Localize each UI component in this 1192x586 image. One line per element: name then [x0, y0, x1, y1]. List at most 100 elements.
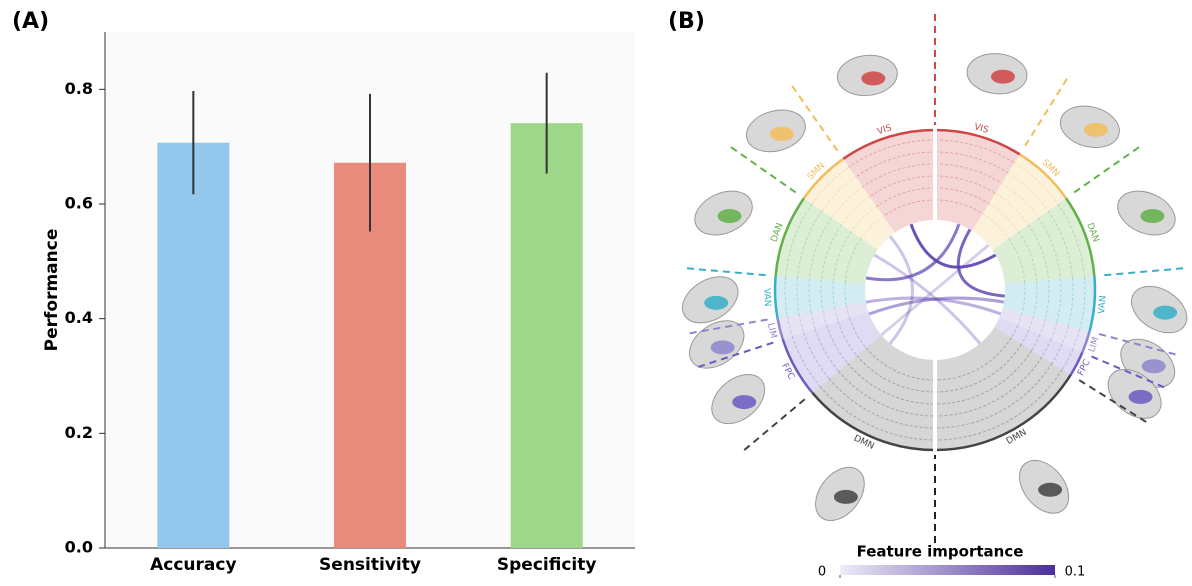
panel-label: (A): [12, 9, 49, 34]
chord: [888, 235, 914, 345]
ring-guide: [1041, 339, 1052, 358]
sector: [999, 308, 1090, 353]
sector: [775, 198, 878, 284]
brain-region: [861, 71, 886, 86]
ring-guide: [988, 203, 1019, 232]
colorbar-tick-label: 0.1: [1065, 565, 1086, 580]
sector-label: VAN: [761, 288, 772, 307]
sector-label: VAN: [1097, 295, 1109, 314]
sector: [992, 198, 1095, 284]
ring-guide: [820, 224, 843, 281]
sector-rim: [1019, 153, 1068, 199]
ring-guide: [828, 378, 936, 429]
colorbar-tick-label: 0: [818, 565, 826, 580]
sector: [972, 154, 1067, 250]
ring-guide: [811, 166, 850, 205]
brain-region: [1140, 209, 1165, 224]
ring-guide: [808, 217, 833, 280]
ring-guide: [808, 278, 812, 312]
ring-guide: [934, 163, 1003, 184]
ring-guide: [797, 210, 823, 279]
ring-guide: [865, 347, 936, 381]
ring-guide: [1028, 316, 1035, 331]
ring-guide: [803, 332, 830, 380]
ring-guide: [1047, 210, 1073, 279]
ring-guide: [796, 277, 800, 315]
colorbar-title: Feature importance: [857, 543, 1024, 561]
y-tick-label: 0.0: [65, 538, 93, 557]
brain-region: [991, 69, 1016, 84]
ring-guide: [820, 280, 824, 310]
ring-guide: [841, 196, 870, 225]
sector-rim: [1069, 352, 1084, 376]
ring-guide: [832, 281, 836, 308]
y-tick-label: 0.6: [65, 194, 93, 213]
brain-region: [710, 340, 735, 355]
ring-guide: [876, 187, 936, 207]
divider: [790, 84, 839, 152]
x-tick-label: Sensitivity: [319, 555, 421, 575]
ring-guide: [1033, 281, 1038, 317]
ring-guide: [847, 362, 936, 405]
divider: [729, 145, 797, 194]
ring-guide: [934, 187, 990, 204]
ring-guide: [1037, 217, 1062, 280]
sector-label: VIS: [973, 122, 990, 136]
ring-guide: [834, 307, 839, 322]
sector-rim: [1081, 331, 1091, 354]
ring-guide: [826, 325, 849, 364]
divider: [688, 318, 768, 335]
ring-guide: [798, 313, 805, 333]
x-tick-label: Specificity: [497, 555, 597, 575]
ring-guide: [934, 343, 1022, 393]
divider: [1073, 145, 1141, 194]
ring-guide: [831, 186, 864, 219]
sector: [935, 327, 1071, 450]
ring-guide: [1008, 238, 1026, 283]
sector-rim: [811, 392, 936, 452]
ring-guide: [845, 305, 850, 318]
ring-guide: [860, 215, 884, 239]
brain-region: [732, 395, 757, 410]
ring-guide: [1061, 348, 1074, 370]
sector-label: LIM: [1087, 336, 1101, 354]
sector-rim: [1088, 275, 1097, 332]
ring-guide: [934, 199, 983, 215]
divider: [1091, 355, 1166, 389]
ring-guide: [837, 321, 858, 356]
brain-region: [1153, 305, 1178, 320]
ring-guide: [1079, 276, 1086, 329]
bar: [157, 142, 230, 549]
ring-guide: [1056, 278, 1062, 323]
sector: [812, 334, 935, 450]
chord: [865, 223, 961, 282]
ring-guide: [1057, 203, 1085, 277]
sector: [782, 311, 882, 393]
ring-guide: [934, 139, 1015, 164]
divider: [742, 398, 806, 452]
chord: [873, 253, 982, 345]
x-tick-label: Accuracy: [150, 555, 236, 575]
divider: [696, 341, 774, 369]
ring-guide: [819, 386, 936, 441]
sector-rim: [781, 339, 814, 394]
ring-guide: [1018, 231, 1038, 282]
ring-guide: [844, 238, 862, 283]
divider: [1024, 77, 1069, 147]
ring-guide: [785, 203, 813, 277]
brain-region: [1141, 359, 1166, 374]
ring-guide: [934, 350, 1033, 405]
ring-guide: [784, 276, 788, 317]
sector-rim: [934, 374, 1072, 452]
ring-guide: [848, 317, 867, 349]
ring-guide: [862, 163, 936, 188]
divider: [685, 267, 766, 277]
ring-guide: [1031, 334, 1041, 351]
y-tick-label: 0.4: [65, 308, 93, 327]
ring-guide: [1039, 319, 1046, 335]
ring-guide: [1001, 182, 1039, 219]
panel-label: (B): [668, 9, 705, 34]
divider: [1104, 267, 1185, 277]
ring-guide: [982, 213, 1010, 239]
